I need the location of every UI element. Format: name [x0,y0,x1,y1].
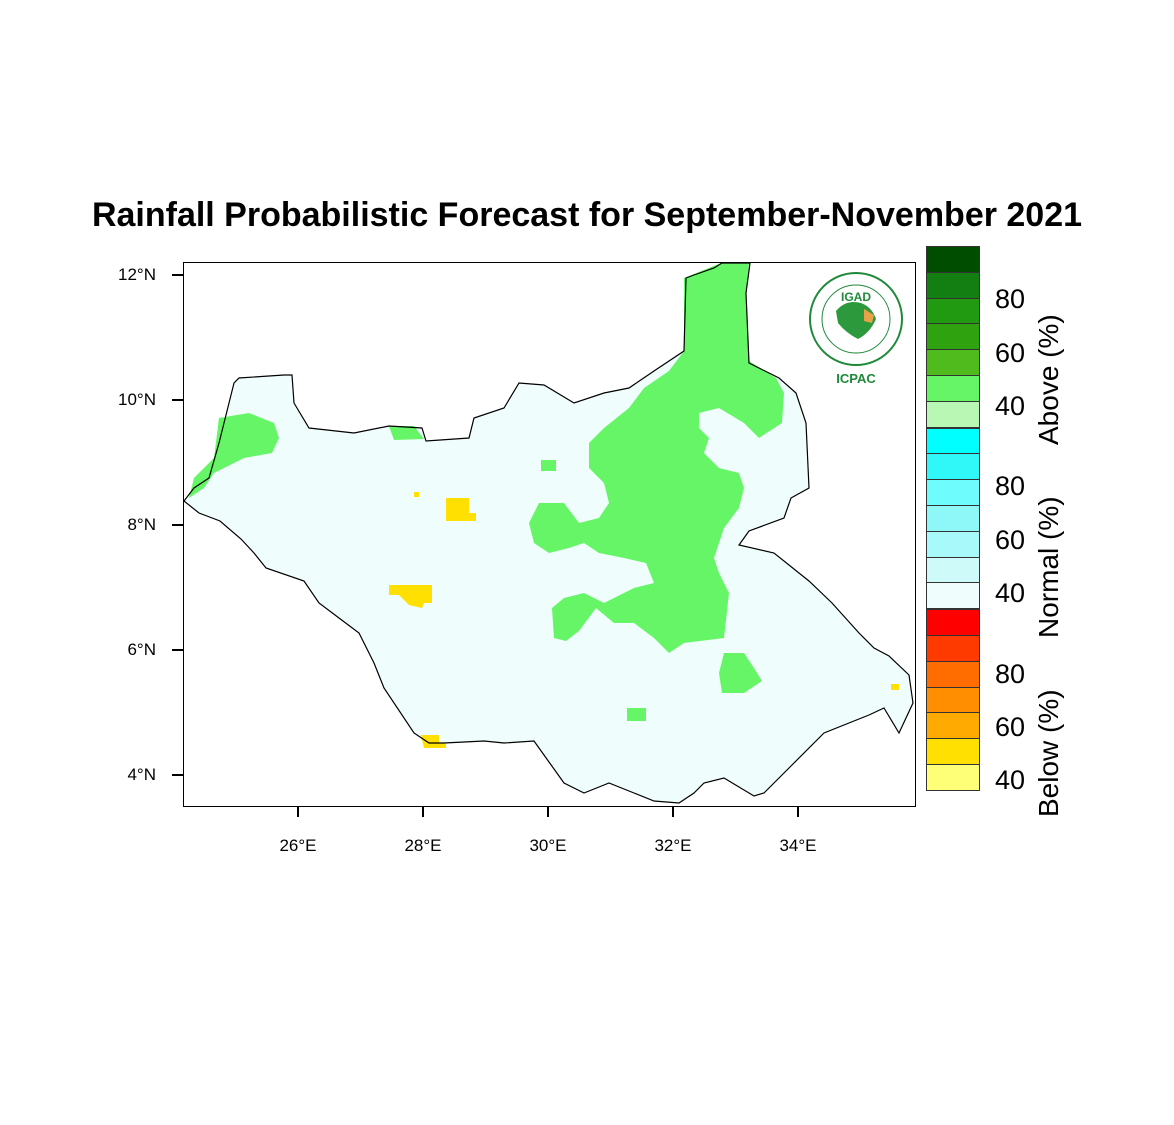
legend-normal-swatch [926,479,980,505]
above-northeast-zone [529,263,784,653]
legend-above-tick-80: 80 [995,284,1026,314]
legend-above-group [926,246,980,428]
legend-below-label: Below (%) [1033,689,1064,817]
country-border [184,263,914,804]
below-patch-south [421,735,446,748]
legend-below-swatch [926,763,980,791]
igad-icpac-logo: IGAD ICPAC [806,271,910,389]
legend-below-swatch [926,609,980,635]
x-label-26e: 26°E [279,836,317,855]
below-patch-small-2 [891,684,899,690]
legend-above-tick-60: 60 [995,338,1026,368]
icpac-logo-text: ICPAC [836,371,876,386]
above-southeast-patch [719,653,762,693]
legend-normal-swatch [926,504,980,531]
x-tick [422,806,424,817]
legend-below-tick-60: 60 [995,712,1026,742]
below-patch-west [389,585,432,608]
south-sudan-map [184,263,914,804]
x-label-32e: 32°E [654,836,692,855]
legend-above-swatch [926,374,980,401]
above-small-patch-2 [627,708,646,721]
y-label-10n: 10°N [118,390,156,409]
chart-title: Rainfall Probabilistic Forecast for Sept… [91,196,1083,234]
legend-normal-tick-60: 60 [995,525,1026,555]
legend-above-swatch [926,297,980,324]
legend-below-swatch [926,738,980,764]
legend-normal-tick-40: 40 [995,578,1026,608]
legend-normal-swatch [926,427,980,454]
x-label-30e: 30°E [529,836,567,855]
normal-gap-2 [724,533,744,598]
above-small-patch-1 [541,460,556,471]
legend-colorbar [926,246,980,791]
legend-below-swatch [926,660,980,687]
legend-normal-swatch [926,453,980,480]
legend-below-swatch [926,686,980,713]
y-tick [172,649,183,651]
legend-above-tick-40: 40 [995,391,1026,421]
legend-normal-swatch [926,556,980,583]
legend-normal-swatch [926,582,980,610]
x-tick [797,806,799,817]
legend-normal-swatch [926,530,980,557]
igad-logo-text: IGAD [841,290,871,304]
legend-above-swatch [926,246,980,272]
above-northwest-patch [389,426,424,440]
y-tick [172,774,183,776]
legend-above-swatch [926,349,980,375]
y-label-6n: 6°N [127,640,156,659]
x-label-28e: 28°E [404,836,442,855]
y-label-12n: 12°N [118,265,156,284]
y-label-4n: 4°N [127,765,156,784]
below-patch-small-1 [414,492,419,497]
normal-gaps [699,408,759,598]
above-west-zone [189,413,279,498]
map-frame: IGAD ICPAC [183,262,916,807]
legend-above-swatch [926,271,980,298]
legend-normal-group [926,427,980,610]
legend-below-swatch [926,634,980,661]
y-label-8n: 8°N [127,515,156,534]
above-normal-areas [189,263,784,721]
x-tick [547,806,549,817]
x-label-34e: 34°E [779,836,817,855]
legend-below-group [926,609,980,791]
legend-normal-label: Normal (%) [1033,496,1064,638]
legend-below-tick-40: 40 [995,765,1026,795]
y-tick [172,274,183,276]
legend-above-label: Above (%) [1033,314,1064,445]
legend-normal-tick-80: 80 [995,471,1026,501]
x-tick [672,806,674,817]
legend-above-swatch [926,323,980,350]
normal-gap-1 [699,408,759,448]
y-tick [172,524,183,526]
x-tick [297,806,299,817]
below-patch-central [446,498,476,521]
legend-below-swatch [926,712,980,739]
below-normal-areas [389,492,899,748]
legend-below-tick-80: 80 [995,659,1026,689]
legend-above-swatch [926,400,980,428]
y-tick [172,399,183,401]
